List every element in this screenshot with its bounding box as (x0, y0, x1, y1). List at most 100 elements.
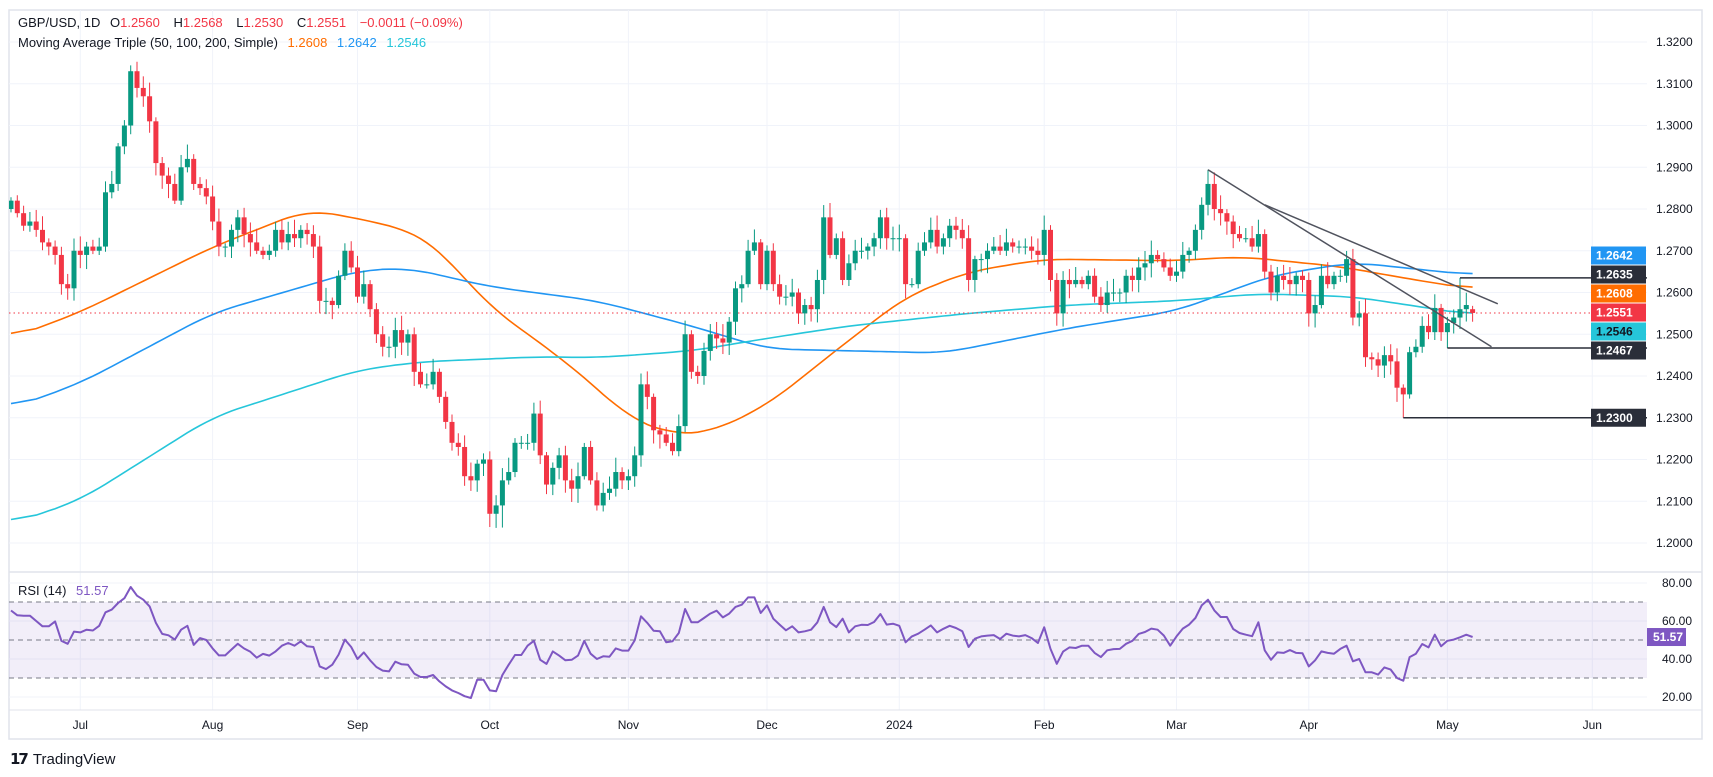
candle[interactable] (1230, 215, 1236, 249)
candle[interactable] (1381, 346, 1387, 378)
candle[interactable] (1293, 272, 1299, 296)
candle[interactable] (361, 270, 367, 304)
candle[interactable] (1363, 299, 1368, 367)
candle[interactable] (1331, 271, 1337, 290)
candle[interactable] (903, 234, 909, 299)
candle[interactable] (405, 329, 411, 356)
candle[interactable] (1444, 316, 1450, 349)
candle[interactable] (254, 228, 260, 255)
candle[interactable] (796, 288, 801, 324)
candle[interactable] (751, 229, 757, 255)
candle[interactable] (688, 330, 694, 379)
candle[interactable] (1237, 225, 1242, 242)
candle[interactable] (14, 195, 20, 218)
candle[interactable] (487, 451, 493, 528)
candle[interactable] (210, 185, 216, 231)
candle[interactable] (1470, 305, 1476, 322)
candle[interactable] (506, 457, 512, 485)
candle[interactable] (991, 237, 997, 255)
candle[interactable] (997, 234, 1003, 255)
candle[interactable] (1048, 225, 1053, 292)
candle[interactable] (399, 315, 405, 355)
candle[interactable] (355, 255, 360, 303)
candle[interactable] (1394, 348, 1400, 402)
candle[interactable] (1205, 169, 1211, 216)
candle[interactable] (443, 391, 449, 429)
candle[interactable] (1123, 269, 1129, 304)
candle[interactable] (241, 207, 247, 248)
candle[interactable] (1438, 303, 1444, 341)
candle[interactable] (292, 219, 297, 247)
candle[interactable] (966, 225, 972, 292)
candle[interactable] (1180, 241, 1186, 279)
candle[interactable] (701, 342, 707, 385)
candle[interactable] (562, 445, 568, 493)
candle[interactable] (846, 254, 852, 287)
candle[interactable] (890, 226, 896, 251)
candle[interactable] (310, 225, 316, 259)
price-axis[interactable]: 1.2000 1.2100 1.2200 1.2300 1.2400 1.2500 1.26… (1656, 35, 1693, 704)
candle[interactable] (449, 414, 455, 451)
candle[interactable] (298, 225, 304, 248)
candle[interactable] (493, 495, 499, 528)
candle[interactable] (1003, 228, 1009, 256)
candle[interactable] (613, 457, 619, 497)
candle[interactable] (455, 433, 461, 456)
rsi-title[interactable]: RSI (14) (18, 583, 67, 598)
candle[interactable] (1375, 352, 1381, 377)
candle[interactable] (1161, 252, 1167, 272)
candle[interactable] (852, 239, 858, 271)
candle[interactable] (103, 181, 108, 252)
candle[interactable] (821, 205, 827, 295)
candle[interactable] (783, 285, 789, 306)
candle[interactable] (934, 215, 940, 254)
candle[interactable] (1457, 277, 1463, 329)
candle[interactable] (720, 324, 726, 355)
candle[interactable] (1192, 224, 1198, 260)
candle[interactable] (512, 438, 518, 478)
candle[interactable] (802, 298, 808, 325)
candle[interactable] (877, 209, 883, 249)
candle[interactable] (58, 246, 64, 295)
candle[interactable] (1400, 384, 1406, 418)
candle[interactable] (1174, 260, 1179, 282)
candle[interactable] (1186, 247, 1192, 263)
candle[interactable] (21, 205, 27, 231)
candle[interactable] (518, 436, 524, 449)
candle[interactable] (777, 274, 783, 305)
candle[interactable] (1035, 238, 1041, 265)
candle[interactable] (978, 253, 984, 273)
candle[interactable] (1463, 292, 1469, 322)
candle[interactable] (707, 324, 713, 361)
candle[interactable] (266, 244, 272, 261)
candle[interactable] (651, 393, 657, 444)
candle[interactable] (1136, 257, 1142, 293)
candle[interactable] (1092, 268, 1098, 303)
candle[interactable] (1029, 236, 1035, 260)
candle[interactable] (159, 156, 165, 189)
candle[interactable] (71, 238, 77, 301)
candle[interactable] (537, 400, 543, 465)
candle[interactable] (808, 296, 814, 322)
candle[interactable] (859, 237, 864, 259)
candle[interactable] (1142, 250, 1148, 281)
time-axis[interactable]: Jul Aug Sep Oct Nov Dec 2024 Feb Mar Apr May Jun (73, 718, 1602, 732)
candle[interactable] (411, 327, 417, 386)
candle[interactable] (166, 167, 171, 199)
candle[interactable] (758, 239, 764, 290)
candle[interactable] (1432, 294, 1438, 340)
candle[interactable] (531, 402, 537, 451)
candle[interactable] (550, 462, 556, 496)
candle[interactable] (600, 482, 606, 512)
candle[interactable] (474, 459, 480, 492)
candle[interactable] (884, 207, 890, 250)
candle[interactable] (1268, 264, 1274, 301)
candle[interactable] (197, 177, 203, 196)
candle[interactable] (128, 65, 134, 135)
candle[interactable] (1243, 228, 1249, 243)
tradingview-logo[interactable]: 17 TradingView (10, 750, 115, 768)
candle[interactable] (1413, 339, 1419, 358)
candle[interactable] (625, 469, 631, 491)
trendline[interactable] (1207, 169, 1492, 348)
candle[interactable] (726, 317, 732, 355)
